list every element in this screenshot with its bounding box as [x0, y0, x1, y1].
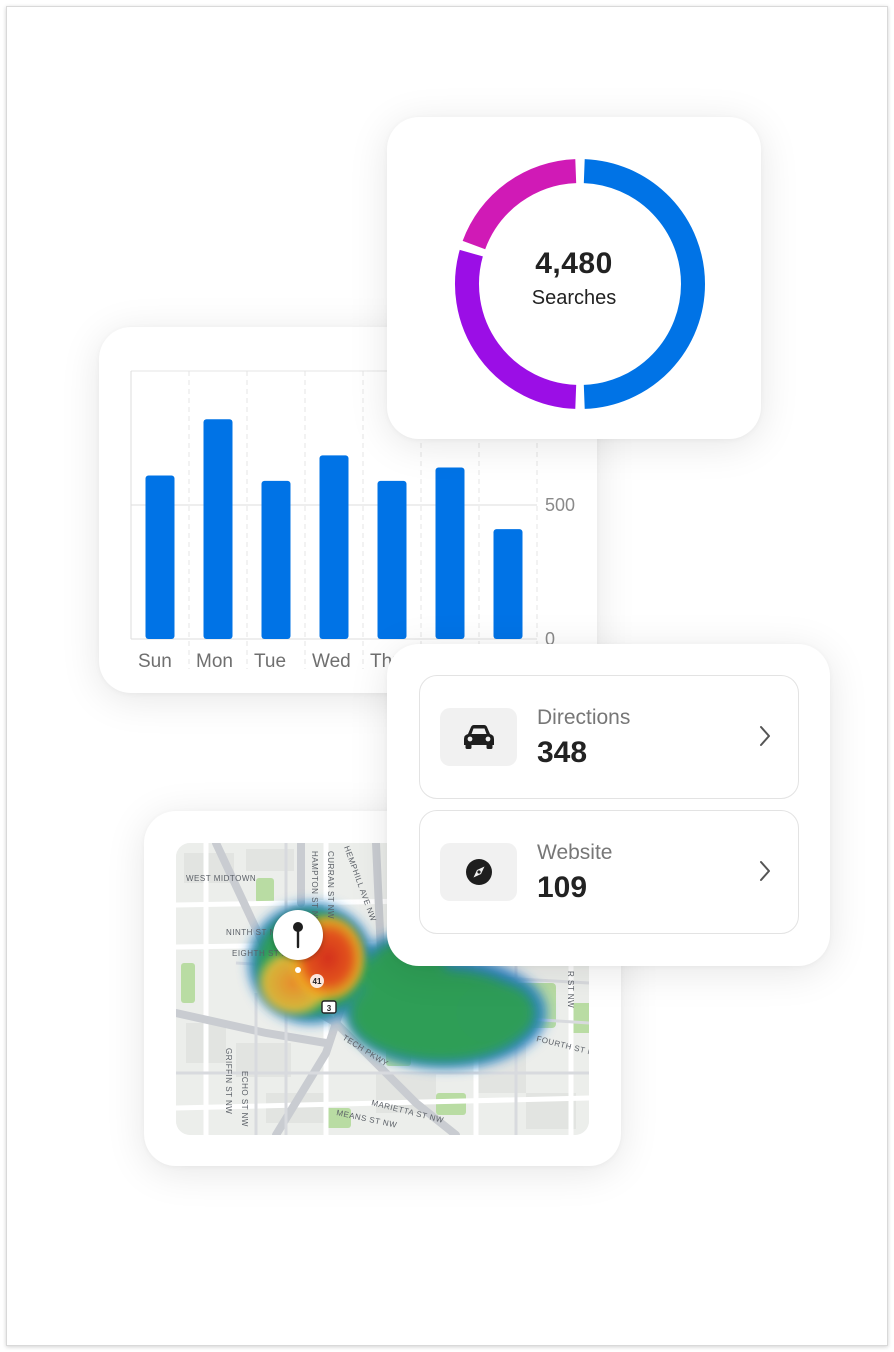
svg-text:3: 3: [327, 1004, 332, 1013]
map-label: CURRAN ST NW: [326, 851, 335, 919]
donut-segment-1[interactable]: [455, 249, 577, 409]
weekly-bar-chart: 0500SunMonTueWedThuFriSat: [130, 370, 575, 672]
map-label: WEST MIDTOWN: [186, 874, 256, 883]
bar-wed[interactable]: [319, 455, 349, 639]
website-row[interactable]: Website 109: [419, 810, 799, 934]
bar-fri[interactable]: [435, 467, 465, 639]
map-label: R ST NW: [566, 971, 575, 1008]
compass-icon: [465, 859, 492, 885]
map-label: GRIFFIN ST NW: [224, 1048, 233, 1114]
directions-label: Directions: [537, 706, 631, 729]
website-label: Website: [537, 841, 613, 864]
directions-row[interactable]: Directions 348: [419, 675, 799, 799]
searches-count: 4,480: [535, 247, 613, 280]
location-pin-icon[interactable]: [273, 910, 323, 973]
bar-tue[interactable]: [261, 480, 291, 639]
x-tick-label: Tue: [254, 651, 286, 672]
map-label: ECHO ST NW: [240, 1071, 249, 1127]
searches-donut-card: 4,480 Searches: [387, 117, 761, 439]
donut-segment-0[interactable]: [583, 159, 705, 409]
bar-sun[interactable]: [145, 475, 175, 639]
route-shield: 41: [310, 974, 324, 988]
bar-sat[interactable]: [493, 529, 523, 639]
map-canvas: WEST MIDTOWN NINTH ST NW EIGHTH ST NW HA…: [176, 843, 589, 1135]
bar-thu[interactable]: [377, 480, 407, 639]
chevron-right-icon[interactable]: [758, 859, 772, 883]
map-label: EIGHTH ST NW: [232, 949, 296, 958]
actions-card: Directions 348 Website 109: [387, 644, 830, 966]
x-tick-label: Sun: [138, 651, 172, 672]
location-heatmap[interactable]: WEST MIDTOWN NINTH ST NW EIGHTH ST NW HA…: [176, 843, 589, 1135]
directions-count: 348: [537, 736, 588, 769]
website-count: 109: [537, 871, 588, 904]
svg-text:41: 41: [313, 977, 322, 986]
route-shield: 3: [321, 1000, 337, 1014]
donut-segment-2[interactable]: [462, 159, 577, 250]
map-label: HAMPTON ST NW: [310, 851, 319, 925]
y-tick-label: 0: [545, 629, 555, 649]
searches-donut-chart: [455, 159, 705, 409]
car-icon: [463, 725, 494, 749]
heatmap-card: WEST MIDTOWN NINTH ST NW EIGHTH ST NW HA…: [144, 811, 621, 1166]
donut-center: 4,480 Searches: [387, 247, 761, 310]
x-tick-label: Wed: [312, 651, 351, 672]
page-frame: 0500SunMonTueWedThuFriSat 4,480 Searches: [6, 6, 888, 1346]
x-tick-label: Mon: [196, 651, 233, 672]
map-label: NINTH ST NW: [226, 928, 284, 937]
y-tick-label: 500: [545, 495, 575, 515]
directions-icon-box: [440, 708, 517, 766]
website-icon-box: [440, 843, 517, 901]
searches-label: Searches: [531, 287, 617, 309]
bar-mon[interactable]: [203, 419, 233, 639]
chevron-right-icon[interactable]: [758, 724, 772, 748]
